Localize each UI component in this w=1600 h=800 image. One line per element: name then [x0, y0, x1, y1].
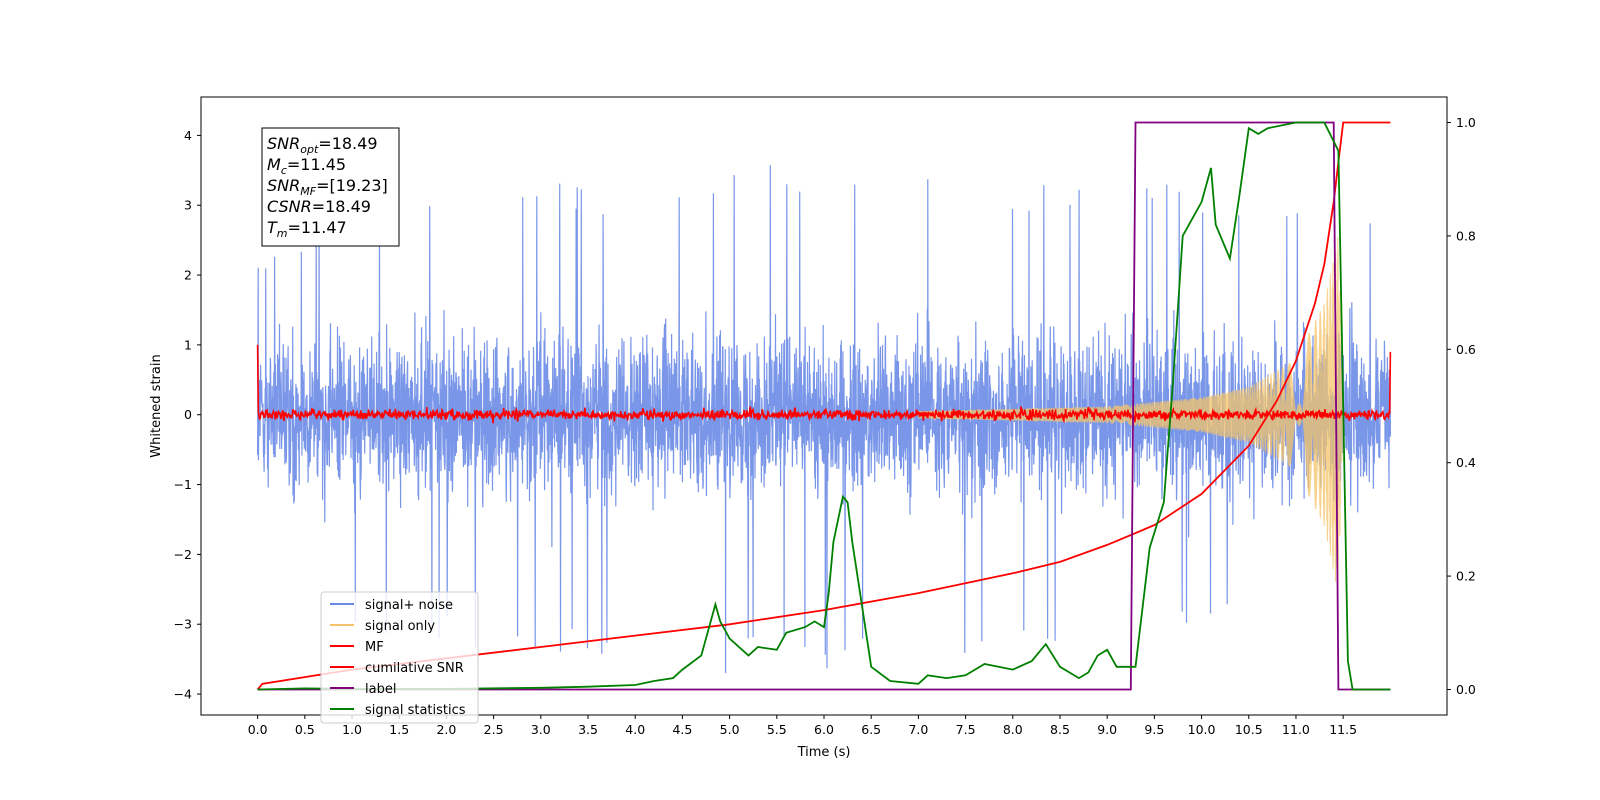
annotation-subscript: m	[277, 227, 288, 240]
legend-label-cumilative-snr: cumilative SNR	[365, 661, 464, 676]
y2-tick-label: 0.0	[1456, 682, 1476, 697]
y-tick-label: 4	[184, 128, 192, 143]
series-mf-line	[256, 344, 1392, 424]
annotation-subscript: MF	[300, 185, 316, 198]
annotation-value: =[19.23]	[316, 176, 388, 195]
legend-label-signal-noise: signal+ noise	[365, 598, 453, 613]
legend-label-signal-statistics: signal statistics	[365, 703, 466, 718]
series-cumilative-snr-line	[256, 121, 1391, 691]
x-tick-label: 7.5	[956, 722, 976, 737]
y2-tick-label: 0.4	[1456, 455, 1476, 470]
x-tick-label: 4.0	[625, 722, 645, 737]
annotation-symbol: SNR	[267, 134, 300, 153]
x-axis-label: Time (s)	[797, 745, 851, 760]
y-tick-label: −4	[174, 687, 192, 702]
x-tick-label: 5.5	[767, 722, 787, 737]
annotation-frame	[261, 127, 400, 247]
legend-label-mf: MF	[365, 640, 384, 655]
series-signal-statistics-line	[257, 121, 1391, 691]
x-tick-label: 2.5	[484, 722, 504, 737]
annotation-value: =11.47	[288, 218, 347, 237]
x-tick-label: 1.5	[389, 722, 409, 737]
x-tick-label: 11.0	[1282, 722, 1310, 737]
x-tick-label: 9.5	[1144, 722, 1164, 737]
annotation-line: Mc=11.45	[267, 155, 346, 177]
y2-tick-label: 0.2	[1456, 569, 1476, 584]
legend-label-label: label	[365, 682, 396, 697]
x-tick-label: 7.0	[908, 722, 928, 737]
x-tick-label: 10.5	[1235, 722, 1263, 737]
annotation-box: SNRopt=18.49Mc=11.45SNRMF=[19.23]CSNR=18…	[261, 127, 400, 247]
y-tick-label: 1	[184, 337, 192, 352]
x-tick-label: 6.0	[814, 722, 834, 737]
series-label-line	[257, 121, 1391, 691]
x-tick-label: 4.5	[672, 722, 692, 737]
y-tick-label: −2	[174, 547, 192, 562]
x-tick-label: 1.0	[342, 722, 362, 737]
y-tick-label: 3	[184, 198, 192, 213]
y-tick-label: 0	[184, 407, 192, 422]
series-signal-noise-line	[257, 165, 1391, 674]
annotation-value: =18.49	[312, 197, 371, 216]
y-tick-label: −1	[174, 477, 192, 492]
x-tick-label: 11.5	[1329, 722, 1357, 737]
annotation-line: Tm=11.47	[267, 218, 347, 240]
x-tick-label: 3.0	[531, 722, 551, 737]
y-axis-right-ticks: 0.0 0.2 0.4 0.6 0.8 1.0	[1447, 115, 1476, 697]
y-axis-left-ticks: −4 −3 −2 −1 0 1 2 3 4	[174, 128, 201, 702]
x-tick-label: 10.0	[1188, 722, 1216, 737]
legend-frame	[320, 591, 479, 724]
annotation-line: CSNR=18.49	[267, 197, 371, 216]
y2-tick-label: 0.6	[1456, 342, 1476, 357]
x-axis-ticks: 0.0 0.5 1.0 1.5 2.0 2.5 3.0 3.5 4.0 4.5 5.0 5.5 6.0 6…	[248, 715, 1357, 737]
annotation-value: =11.45	[287, 155, 346, 174]
annotation-subscript: c	[281, 164, 287, 177]
annotation-subscript: opt	[300, 143, 319, 156]
legend: signal+ noise signal only MF cumilative SNR…	[320, 591, 479, 724]
y-axis-label: Whitened strain	[149, 354, 164, 457]
annotation-symbol: CSNR	[267, 197, 312, 216]
x-tick-label: 0.0	[248, 722, 268, 737]
x-tick-label: 3.5	[578, 722, 598, 737]
x-tick-label: 2.0	[436, 722, 456, 737]
x-tick-label: 9.0	[1097, 722, 1117, 737]
legend-label-signal-only: signal only	[365, 619, 435, 634]
y-tick-label: 2	[184, 268, 192, 283]
annotation-line: SNRMF=[19.23]	[267, 176, 388, 198]
series-layer	[256, 121, 1392, 691]
x-tick-label: 5.0	[720, 722, 740, 737]
annotation-symbol: SNR	[267, 176, 300, 195]
annotation-line: SNRopt=18.49	[267, 134, 378, 156]
annotation-value: =18.49	[318, 134, 377, 153]
annotation-symbol: T	[267, 218, 278, 237]
x-tick-label: 8.0	[1003, 722, 1023, 737]
annotation-symbol: M	[267, 155, 281, 174]
y2-tick-label: 0.8	[1456, 228, 1476, 243]
y-tick-label: −3	[174, 617, 192, 632]
x-tick-label: 0.5	[295, 722, 315, 737]
x-tick-label: 8.5	[1050, 722, 1070, 737]
y2-tick-label: 1.0	[1456, 115, 1476, 130]
x-tick-label: 6.5	[861, 722, 881, 737]
